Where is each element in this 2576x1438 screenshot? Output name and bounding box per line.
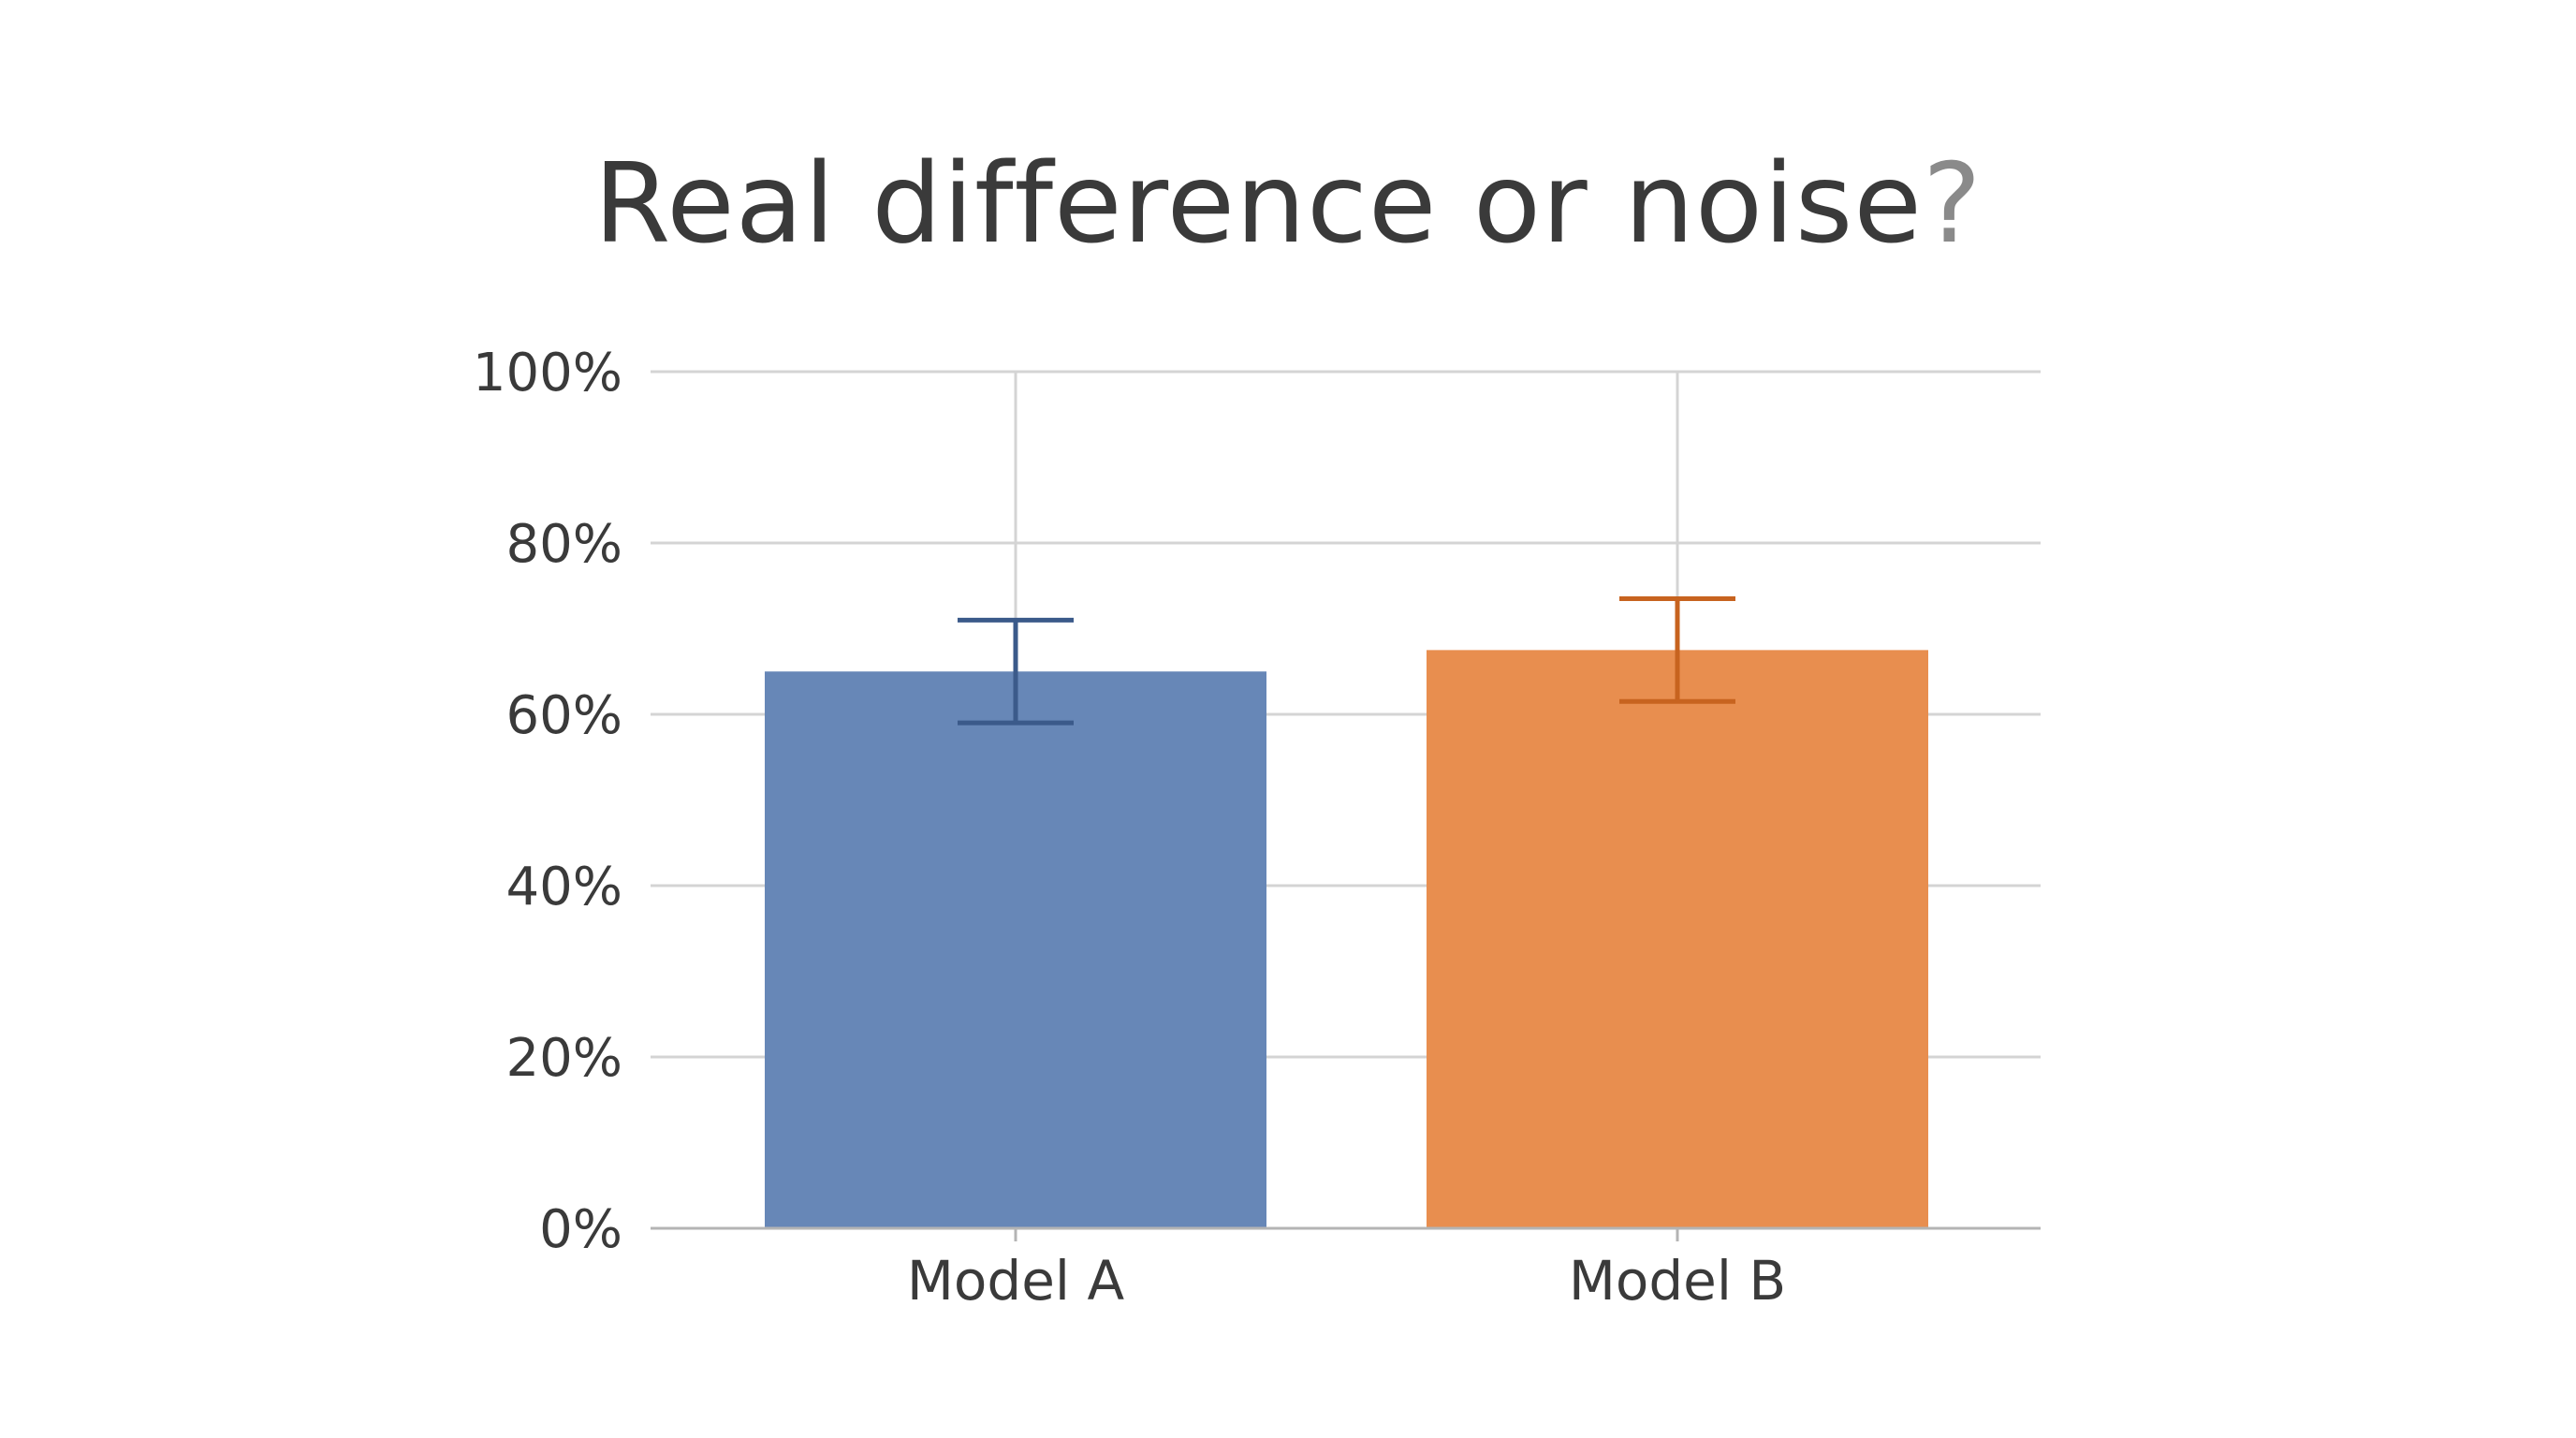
axis-labels: 0% 20% 40% 60% 80% 100% Model A Model B <box>473 343 1786 1313</box>
y-tick-label-60: 60% <box>506 685 622 746</box>
error-bars <box>958 595 1735 726</box>
bars <box>765 650 1928 1228</box>
y-tick-label-40: 40% <box>506 857 622 917</box>
x-category-label-model-b: Model B <box>1569 1249 1786 1313</box>
bar-model-a <box>765 671 1266 1228</box>
y-tick-label-0: 0% <box>539 1199 622 1260</box>
chart-title-text: Real difference or noise <box>593 139 1923 268</box>
y-tick-label-100: 100% <box>473 343 622 404</box>
bar-model-b <box>1427 650 1928 1228</box>
x-category-label-model-a: Model A <box>907 1249 1125 1313</box>
axes <box>651 1226 2041 1241</box>
y-tick-label-20: 20% <box>506 1028 622 1089</box>
chart-title-accent: ? <box>1922 139 1983 268</box>
y-tick-label-80: 80% <box>506 514 622 575</box>
chart-title: Real difference or noise? <box>0 139 2576 268</box>
